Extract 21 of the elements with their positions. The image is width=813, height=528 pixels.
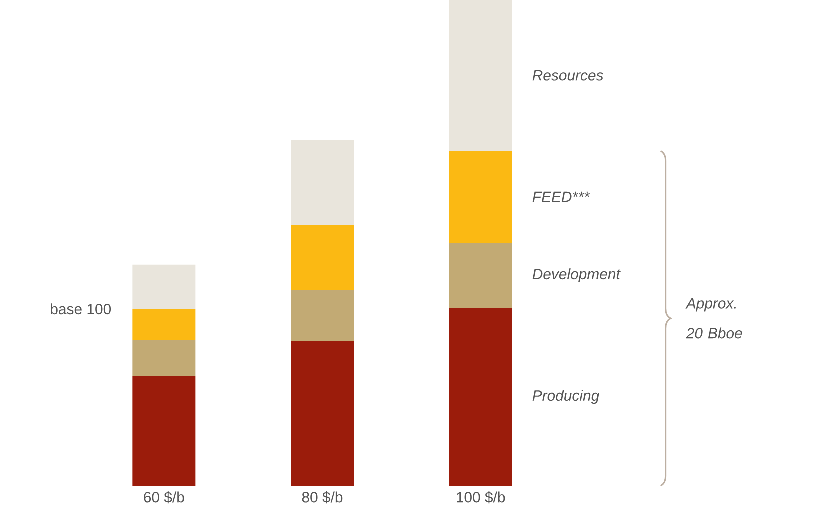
bar <box>132 309 196 340</box>
x-tick-label: 80 $/b <box>302 492 343 504</box>
bar <box>449 242 512 308</box>
bar <box>449 0 512 152</box>
annotation: base 100 <box>51 304 112 315</box>
bar <box>291 225 354 290</box>
bar <box>132 264 196 310</box>
bar <box>291 341 354 486</box>
text: Approx. 20 Bboe <box>686 298 742 339</box>
bar <box>132 340 196 376</box>
x-tick-label: 100 $/b <box>457 492 506 504</box>
bar <box>291 140 354 226</box>
series-label: Development <box>532 268 621 283</box>
series-label: Resources <box>532 70 604 81</box>
bar <box>449 151 512 243</box>
series-label: Producing <box>532 390 600 404</box>
x-tick-label: 60 $/b <box>144 492 184 504</box>
bar <box>291 290 354 342</box>
series-label: FEED*** <box>532 192 590 202</box>
bar <box>132 376 196 486</box>
bar <box>449 308 512 486</box>
